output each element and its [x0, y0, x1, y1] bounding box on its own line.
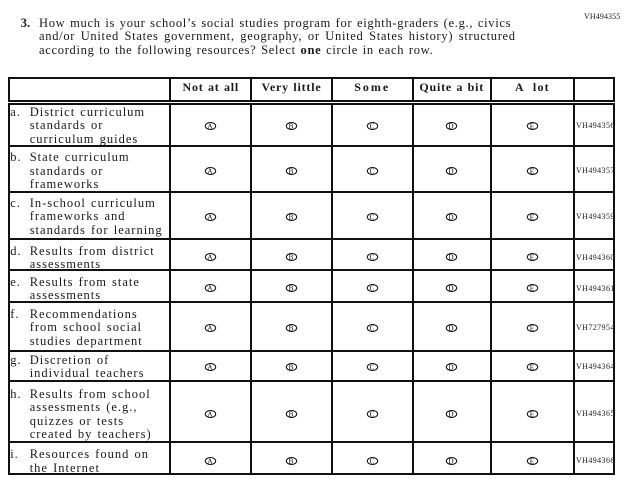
svg-text:E: E [530, 254, 535, 262]
svg-text:A: A [208, 123, 214, 131]
svg-text:D: D [449, 364, 455, 372]
svg-text:E: E [530, 285, 535, 293]
svg-text:E: E [530, 325, 535, 333]
svg-text:A: A [208, 410, 214, 418]
svg-text:C: C [369, 457, 375, 465]
svg-text:C: C [369, 364, 375, 372]
svg-text:B: B [289, 167, 295, 175]
svg-text:B: B [289, 254, 295, 262]
svg-text:A: A [208, 285, 214, 293]
svg-text:D: D [449, 285, 455, 293]
svg-text:B: B [289, 364, 295, 372]
svg-text:C: C [369, 254, 375, 262]
svg-text:C: C [369, 410, 375, 418]
svg-text:A: A [208, 213, 214, 221]
svg-text:A: A [208, 325, 214, 333]
svg-text:D: D [449, 457, 455, 465]
svg-text:A: A [208, 364, 214, 372]
svg-text:A: A [208, 254, 214, 262]
svg-text:B: B [289, 325, 295, 333]
svg-text:A: A [208, 167, 214, 175]
svg-text:E: E [530, 123, 535, 131]
svg-text:B: B [289, 123, 295, 131]
svg-text:E: E [530, 364, 535, 372]
svg-text:D: D [449, 410, 455, 418]
svg-text:C: C [369, 213, 375, 221]
svg-text:D: D [449, 254, 455, 262]
svg-text:B: B [289, 457, 295, 465]
svg-text:D: D [449, 213, 455, 221]
svg-text:E: E [530, 457, 535, 465]
svg-text:D: D [449, 123, 455, 131]
svg-text:B: B [289, 213, 295, 221]
svg-text:C: C [369, 325, 375, 333]
svg-text:E: E [530, 213, 535, 221]
svg-text:E: E [530, 410, 535, 418]
svg-text:D: D [449, 167, 455, 175]
svg-text:A: A [208, 457, 214, 465]
svg-text:C: C [369, 167, 375, 175]
svg-text:E: E [530, 167, 535, 175]
svg-text:B: B [289, 285, 295, 293]
svg-text:D: D [449, 325, 455, 333]
svg-text:C: C [369, 123, 375, 131]
svg-text:C: C [369, 285, 375, 293]
svg-text:B: B [289, 410, 295, 418]
